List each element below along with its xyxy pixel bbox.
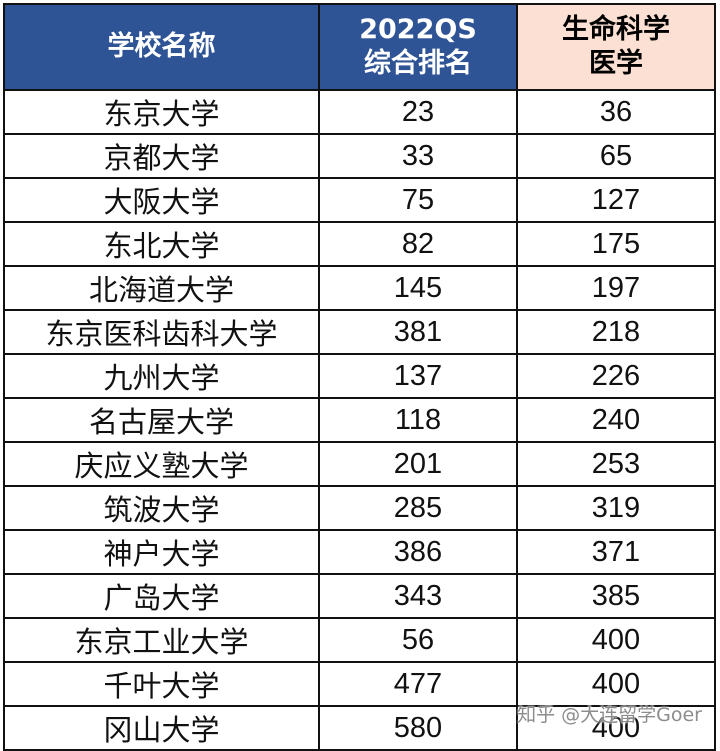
qs-rank-cell: 118: [318, 397, 518, 443]
med-rank-cell: 240: [516, 397, 716, 443]
header-school: 学校名称: [3, 3, 320, 91]
qs-rank-cell: 82: [318, 221, 518, 267]
qs-rank-cell: 33: [318, 133, 518, 179]
qs-rank-cell: 23: [318, 89, 518, 135]
school-cell: 东京医科齿科大学: [3, 309, 320, 355]
qs-rank-cell: 386: [318, 529, 518, 575]
qs-rank-cell: 285: [318, 485, 518, 531]
qs-rank-cell: 145: [318, 265, 518, 311]
med-rank-cell: 253: [516, 441, 716, 487]
watermark: 知乎 @大连留学Goer: [517, 704, 702, 726]
table-row: 东京工业大学 56 400: [3, 617, 716, 663]
header-life-science-medicine: 生命科学 医学: [516, 3, 716, 91]
school-cell: 东北大学: [3, 221, 320, 267]
ranking-table: 学校名称 2022QS 综合排名 生命科学 医学 东京大学 23 36 京都大学 33…: [3, 3, 716, 751]
qs-rank-cell: 580: [318, 705, 518, 751]
table-row: 东京医科齿科大学 381 218: [3, 309, 716, 355]
table-row: 东京大学 23 36: [3, 89, 716, 135]
school-cell: 广岛大学: [3, 573, 320, 619]
qs-rank-cell: 477: [318, 661, 518, 707]
table-row: 广岛大学 343 385: [3, 573, 716, 619]
table-row: 名古屋大学 118 240: [3, 397, 716, 443]
header-med-line2: 医学: [589, 48, 643, 79]
school-cell: 千叶大学: [3, 661, 320, 707]
school-cell: 神户大学: [3, 529, 320, 575]
school-cell: 名古屋大学: [3, 397, 320, 443]
school-cell: 东京工业大学: [3, 617, 320, 663]
table-row: 京都大学 33 65: [3, 133, 716, 179]
med-rank-cell: 400: [516, 617, 716, 663]
header-med-line1: 生命科学: [562, 14, 670, 45]
school-cell: 九州大学: [3, 353, 320, 399]
med-rank-cell: 400: [516, 661, 716, 707]
med-rank-cell: 319: [516, 485, 716, 531]
header-school-label: 学校名称: [107, 31, 216, 62]
med-rank-cell: 65: [516, 133, 716, 179]
school-cell: 京都大学: [3, 133, 320, 179]
med-rank-cell: 36: [516, 89, 716, 135]
qs-rank-cell: 343: [318, 573, 518, 619]
med-rank-cell: 226: [516, 353, 716, 399]
qs-rank-cell: 56: [318, 617, 518, 663]
qs-rank-cell: 75: [318, 177, 518, 223]
school-cell: 筑波大学: [3, 485, 320, 531]
table-row: 筑波大学 285 319: [3, 485, 716, 531]
table-row: 庆应义塾大学 201 253: [3, 441, 716, 487]
qs-rank-cell: 201: [318, 441, 518, 487]
school-cell: 北海道大学: [3, 265, 320, 311]
table-row: 千叶大学 477 400: [3, 661, 716, 707]
med-rank-cell: 371: [516, 529, 716, 575]
med-rank-cell: 385: [516, 573, 716, 619]
header-qs-rank: 2022QS 综合排名: [318, 3, 518, 91]
school-cell: 冈山大学: [3, 705, 320, 751]
school-cell: 庆应义塾大学: [3, 441, 320, 487]
med-rank-cell: 175: [516, 221, 716, 267]
table-row: 大阪大学 75 127: [3, 177, 716, 223]
med-rank-cell: 127: [516, 177, 716, 223]
table-row: 北海道大学 145 197: [3, 265, 716, 311]
table-row: 东北大学 82 175: [3, 221, 716, 267]
table-row: 神户大学 386 371: [3, 529, 716, 575]
school-cell: 大阪大学: [3, 177, 320, 223]
med-rank-cell: 218: [516, 309, 716, 355]
qs-rank-cell: 381: [318, 309, 518, 355]
table-row: 九州大学 137 226: [3, 353, 716, 399]
qs-rank-cell: 137: [318, 353, 518, 399]
med-rank-cell: 197: [516, 265, 716, 311]
header-qs-line2: 综合排名: [364, 48, 472, 79]
school-cell: 东京大学: [3, 89, 320, 135]
header-row: 学校名称 2022QS 综合排名 生命科学 医学: [3, 3, 716, 91]
header-qs-line1: 2022QS: [359, 14, 477, 45]
